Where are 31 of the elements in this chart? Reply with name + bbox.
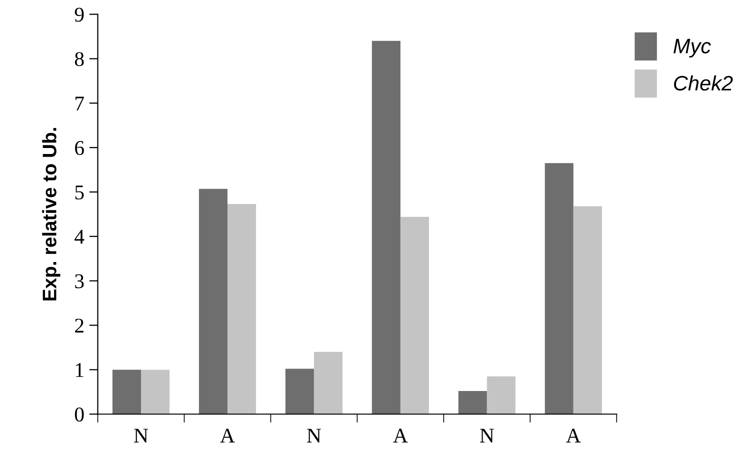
y-tick-label: 2 [75,318,84,332]
bar [544,163,574,414]
y-tick-label: 0 [74,407,84,422]
y-tick-label: 7 [76,96,84,110]
bar [372,40,400,414]
x-tick-label: N [307,428,322,442]
bar [573,206,602,414]
bar [314,352,342,414]
y-axis-title: Exp. relative to Ub. [42,128,60,300]
x-tick-label: N [480,428,494,442]
x-tick-label: A [393,428,408,442]
y-tick-label: 4 [74,230,84,244]
bar [486,376,516,414]
y-tick-label: 5 [75,186,84,200]
bar [198,188,228,414]
bar [141,370,170,414]
x-tick-label: N [134,428,148,442]
y-tick-label: 8 [74,52,84,66]
bar [400,216,429,414]
bar [458,391,487,414]
bar [227,204,256,414]
y-tick-label: 3 [75,274,84,288]
x-tick-label: A [566,428,581,442]
bar [285,368,314,414]
y-tick-label: 9 [74,8,84,22]
legend-label: Myc [674,38,711,58]
y-tick-label: 1 [76,363,84,377]
legend-label: Chek2 [674,75,733,91]
y-tick-label: 6 [75,140,84,155]
x-tick-label: A [220,428,235,442]
bar [112,370,141,414]
